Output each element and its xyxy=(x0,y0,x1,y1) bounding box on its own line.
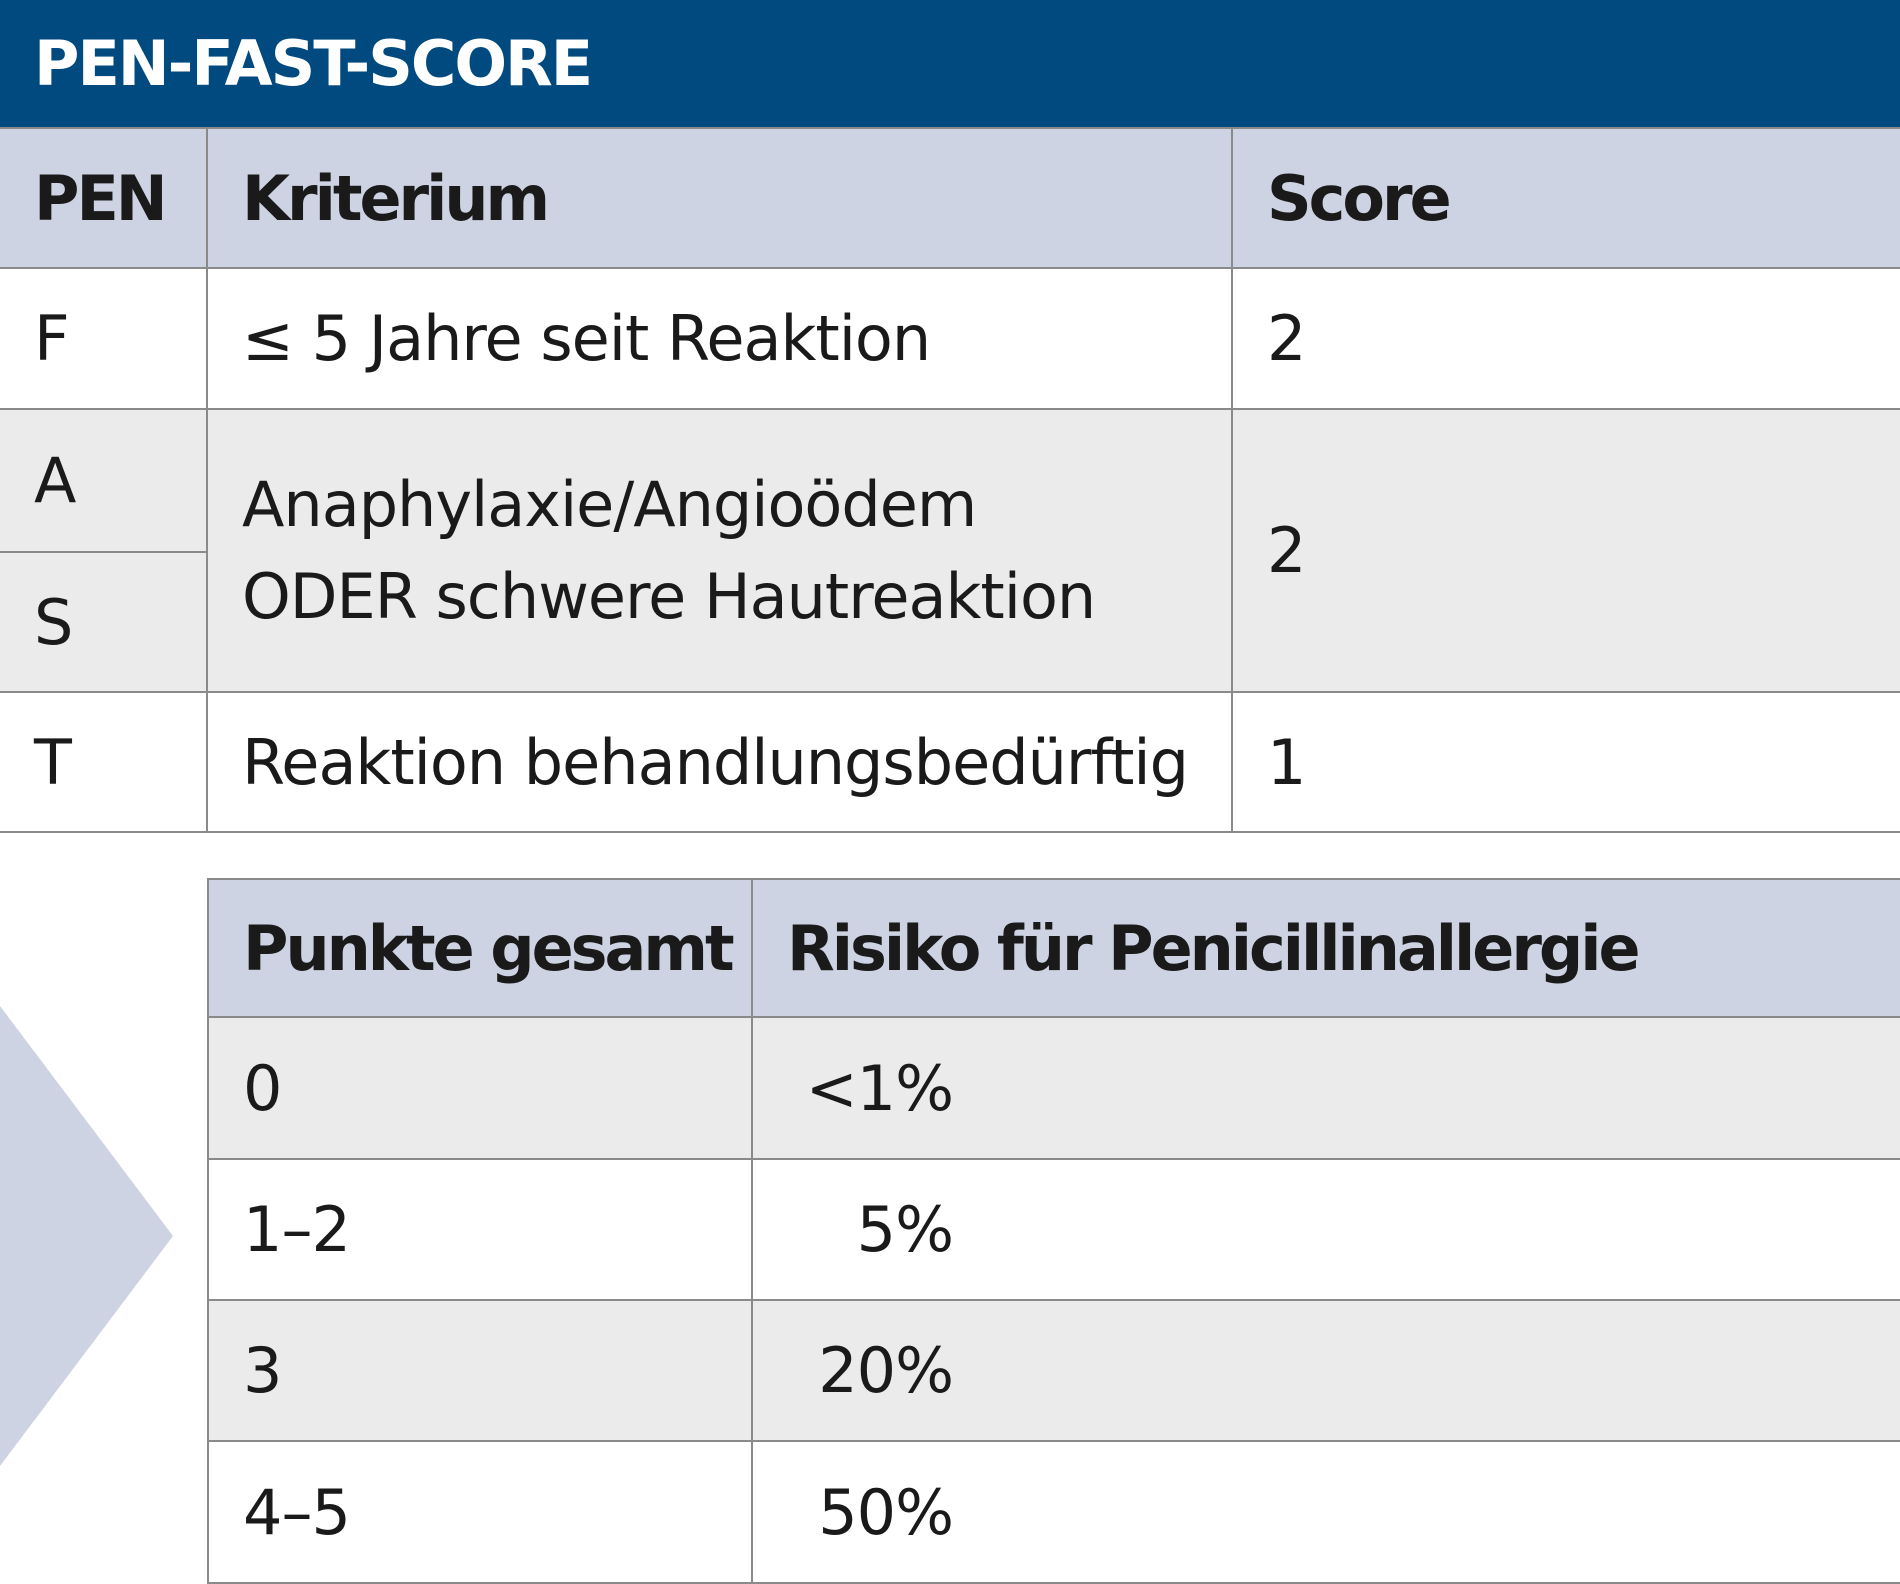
score-cell: 1 xyxy=(1231,691,1900,833)
risk-value: 5% xyxy=(856,1193,954,1266)
risk-cell: 5% xyxy=(751,1158,1900,1301)
table-row: F ≤ 5 Jahre seit Reaktion 2 xyxy=(0,267,1900,410)
header-pen: PEN xyxy=(0,127,208,269)
letter-cell: F xyxy=(0,267,208,410)
letter-cell: A xyxy=(0,408,208,553)
score-cell: 2 xyxy=(1231,408,1900,693)
table-row: 3 20% xyxy=(207,1299,1900,1442)
header-score: Score xyxy=(1231,127,1900,269)
risk-value: 50% xyxy=(818,1475,954,1549)
risk-cell: <1% xyxy=(751,1016,1900,1160)
risk-value: 20% xyxy=(818,1334,954,1407)
table-row: 1–2 5% xyxy=(207,1158,1900,1301)
header-criterion: Kriterium xyxy=(206,127,1233,269)
risk-cell: 50% xyxy=(751,1440,1900,1584)
criterion-line: ODER schwere Hautreaktion xyxy=(242,559,1096,633)
table-row: T Reaktion behandlungsbedürftig 1 xyxy=(0,691,1900,833)
letter-cell: T xyxy=(0,691,208,833)
points-cell: 1–2 xyxy=(207,1158,753,1301)
header-points: Punkte gesamt xyxy=(207,878,753,1018)
risk-table: Punkte gesamt Risiko für Penicillinaller… xyxy=(207,878,1900,1584)
table-row: 0 <1% xyxy=(207,1016,1900,1160)
points-cell: 0 xyxy=(207,1016,753,1160)
table-row: 4–5 50% xyxy=(207,1440,1900,1584)
points-cell: 4–5 xyxy=(207,1440,753,1584)
table-row: S xyxy=(0,551,1900,693)
criteria-table: PEN Kriterium Score F ≤ 5 Jahre seit Rea… xyxy=(0,127,1900,833)
criterion-cell: ≤ 5 Jahre seit Reaktion xyxy=(206,267,1233,410)
table-row: A Anaphylaxie/Angioödem ODER schwere Hau… xyxy=(0,408,1900,693)
score-cell: 2 xyxy=(1231,267,1900,410)
criterion-cell: Reaktion behandlungsbedürftig xyxy=(206,691,1233,833)
table-title: PEN-FAST-SCORE xyxy=(0,0,1900,127)
arrow-shape xyxy=(0,1006,173,1466)
criterion-cell: Anaphylaxie/Angioödem ODER schwere Hautr… xyxy=(206,408,1233,693)
header-risk: Risiko für Penicillinallergie xyxy=(751,878,1900,1018)
criterion-line: Anaphylaxie/Angioödem xyxy=(242,467,977,541)
risk-value: <1% xyxy=(805,1051,954,1125)
table-header-row: Punkte gesamt Risiko für Penicillinaller… xyxy=(207,878,1900,1018)
table-header-row: PEN Kriterium Score xyxy=(0,127,1900,269)
points-cell: 3 xyxy=(207,1299,753,1442)
letter-cell: S xyxy=(0,551,207,693)
risk-cell: 20% xyxy=(751,1299,1900,1442)
